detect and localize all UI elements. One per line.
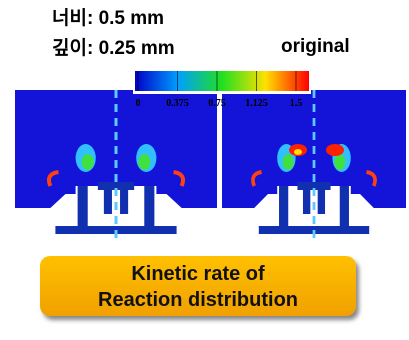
caption-line: Reaction distribution [98, 289, 298, 311]
width-label: 너비: 0.5 mm [52, 7, 164, 29]
figure: 너비: 0.5 mm 깊이: 0.25 mm original 0 0.375 0.… [0, 0, 409, 340]
original-label: original [281, 36, 350, 57]
colorbar-tick-label: 0 [136, 98, 141, 109]
depth-label: 깊이: 0.25 mm [52, 37, 175, 59]
colorbar [135, 71, 309, 91]
caption-line: Kinetic rate of [131, 263, 265, 285]
colorbar-tick-label: 1.125 [245, 98, 268, 109]
left-panel [15, 90, 217, 240]
colorbar-tick-label: 0.375 [166, 98, 189, 109]
colorbar-tick-label: 1.5 [290, 98, 303, 109]
right-panel [222, 90, 406, 240]
colorbar-tick-label: 0.75 [208, 98, 226, 109]
